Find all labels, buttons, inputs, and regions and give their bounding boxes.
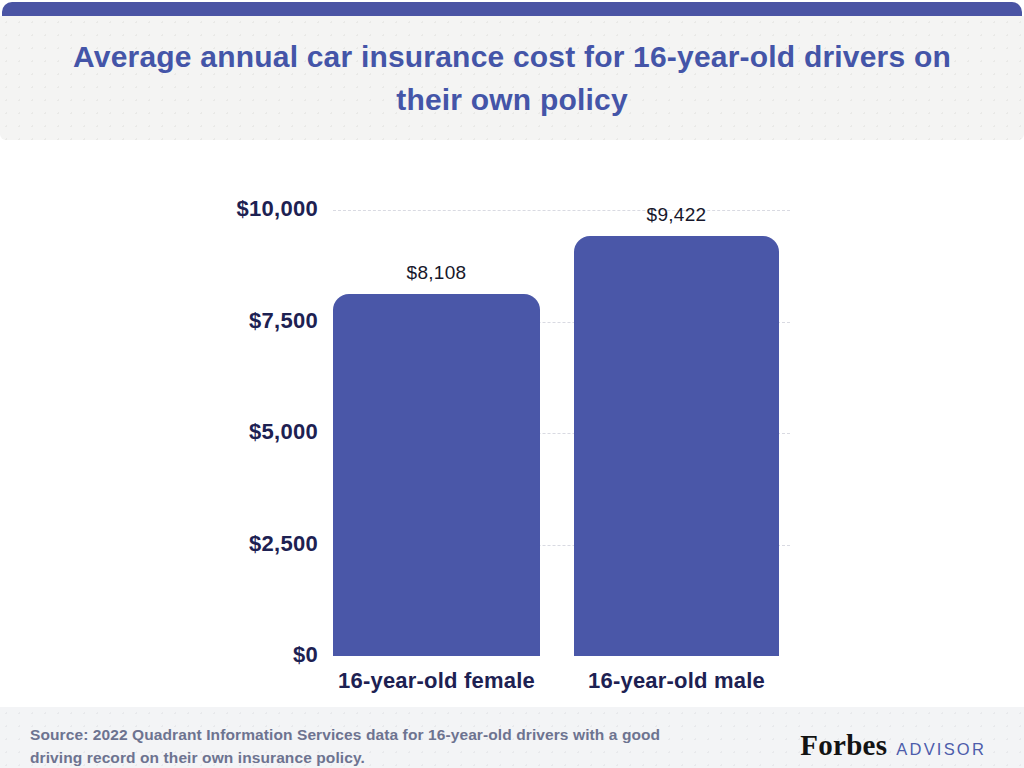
y-axis-tick-label: $2,500	[168, 531, 318, 557]
brand-logo: Forbes ADVISOR	[800, 729, 986, 762]
x-axis-category-label: 16-year-old male	[574, 668, 779, 694]
y-axis-tick-label: $7,500	[168, 308, 318, 334]
y-axis-tick-label: $5,000	[168, 419, 318, 445]
y-axis-tick-label: $0	[168, 642, 318, 668]
y-axis-tick-label: $10,000	[168, 196, 318, 222]
bar-chart: $10,000$7,500$5,000$2,500$0 $8,10816-yea…	[0, 140, 1024, 707]
brand-forbes-wordmark: Forbes	[800, 729, 887, 762]
header-accent-bar	[2, 2, 1022, 16]
page: Average annual car insurance cost for 16…	[0, 0, 1024, 768]
plot-area: $8,10816-year-old female$9,42216-year-ol…	[333, 210, 790, 656]
title-block: Average annual car insurance cost for 16…	[0, 16, 1024, 140]
footer: Source: 2022 Quadrant Information Servic…	[0, 707, 1024, 768]
source-text: Source: 2022 Quadrant Information Servic…	[30, 723, 670, 768]
bar-female	[333, 294, 540, 656]
bar-male	[574, 236, 779, 656]
y-axis: $10,000$7,500$5,000$2,500$0	[0, 210, 333, 656]
brand-advisor-wordmark: ADVISOR	[896, 740, 986, 759]
x-axis-category-label: 16-year-old female	[333, 668, 540, 694]
bar-value-label: $9,422	[574, 204, 779, 226]
page-title: Average annual car insurance cost for 16…	[37, 35, 987, 121]
bar-value-label: $8,108	[333, 262, 540, 284]
